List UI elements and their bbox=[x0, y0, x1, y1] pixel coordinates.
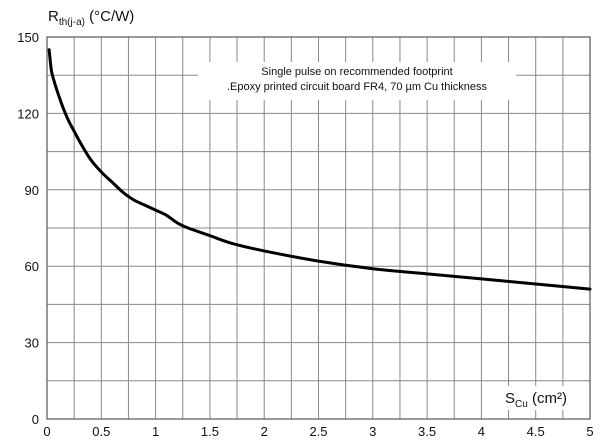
y-tick-label: 30 bbox=[25, 336, 39, 351]
y-axis-label-sub: th(j-a) bbox=[59, 17, 85, 28]
x-axis-label-unit: (cm²) bbox=[528, 390, 567, 407]
x-tick-label: 3 bbox=[369, 424, 376, 439]
x-tick-label: 4.5 bbox=[527, 424, 545, 439]
x-tick-label: 3.5 bbox=[418, 424, 436, 439]
y-axis-label: Rth(j-a) (°C/W) bbox=[48, 8, 134, 28]
x-tick-label: 5 bbox=[586, 424, 593, 439]
annotation-line-1: Single pulse on recommended footprint bbox=[261, 66, 452, 78]
x-tick-label: 1 bbox=[152, 424, 159, 439]
annotation-line-2: .Epoxy printed circuit board FR4, 70 µm … bbox=[227, 81, 488, 93]
x-axis-label-sub: Cu bbox=[515, 399, 528, 410]
y-axis-label-unit: (°C/W) bbox=[85, 8, 134, 25]
x-tick-label: 0 bbox=[43, 424, 50, 439]
y-tick-label: 150 bbox=[17, 30, 39, 45]
y-tick-label: 90 bbox=[25, 183, 39, 198]
x-tick-label: 4 bbox=[478, 424, 485, 439]
y-tick-label: 60 bbox=[25, 259, 39, 274]
y-axis-label-main: R bbox=[48, 8, 59, 25]
x-tick-label: 1.5 bbox=[201, 424, 219, 439]
x-tick-label: 2 bbox=[261, 424, 268, 439]
x-tick-label: 2.5 bbox=[309, 424, 327, 439]
y-tick-label: 120 bbox=[17, 106, 39, 121]
y-tick-label: 0 bbox=[32, 412, 39, 427]
x-tick-label: 0.5 bbox=[92, 424, 110, 439]
x-axis-label-main: S bbox=[505, 390, 515, 407]
